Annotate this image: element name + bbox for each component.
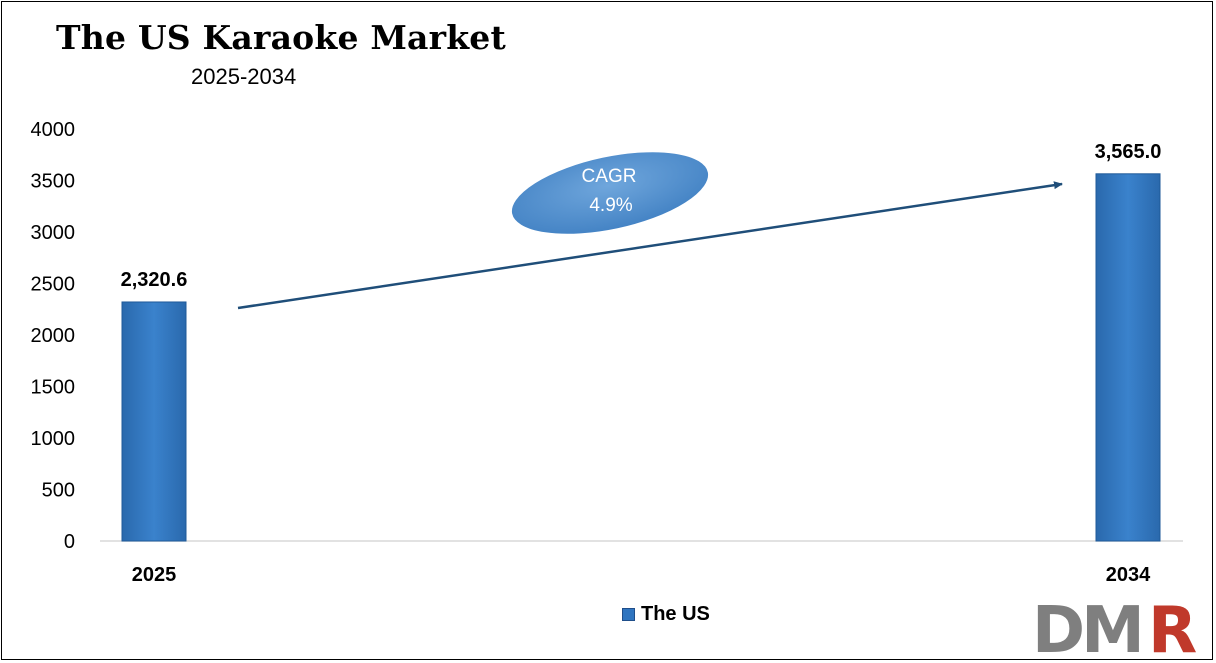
x-tick-label: 2025 xyxy=(132,564,177,586)
cagr-arrow xyxy=(237,181,1063,310)
cagr-value: 4.9% xyxy=(589,195,632,216)
data-label: 3,565.0 xyxy=(1095,141,1162,163)
legend-swatch xyxy=(622,608,635,621)
y-tick-label: 2500 xyxy=(31,274,76,296)
data-label: 2,320.6 xyxy=(121,269,188,291)
y-tick-label: 500 xyxy=(42,480,75,502)
svg-text:DM: DM xyxy=(1032,598,1141,656)
x-axis-labels: 2025 2034 xyxy=(132,564,1151,586)
y-tick-label: 3500 xyxy=(31,171,76,193)
chart-title: The US Karaoke Market xyxy=(56,18,506,57)
bars xyxy=(121,173,1161,542)
y-tick-label: 1000 xyxy=(31,428,76,450)
y-tick-label: 2000 xyxy=(31,325,76,347)
legend: The US xyxy=(622,603,710,626)
y-tick-label: 0 xyxy=(64,531,75,553)
svg-text:R: R xyxy=(1148,598,1197,656)
cagr-bubble: CAGR 4.9% xyxy=(505,146,715,240)
legend-label: The US xyxy=(641,603,710,625)
bar-2025 xyxy=(121,301,187,542)
y-tick-label: 3000 xyxy=(31,222,76,244)
dmr-logo: DM R xyxy=(1032,598,1197,656)
y-tick-label: 4000 xyxy=(31,119,76,141)
y-tick-label: 1500 xyxy=(31,377,76,399)
x-tick-label: 2034 xyxy=(1106,564,1151,586)
chart-subtitle: 2025-2034 xyxy=(191,64,297,89)
data-labels: 2,320.6 3,565.0 xyxy=(121,141,1162,291)
bar-2034 xyxy=(1095,173,1161,542)
y-axis: 0 500 1000 1500 2000 2500 3000 3500 4000 xyxy=(31,119,76,553)
cagr-label: CAGR xyxy=(582,166,637,187)
